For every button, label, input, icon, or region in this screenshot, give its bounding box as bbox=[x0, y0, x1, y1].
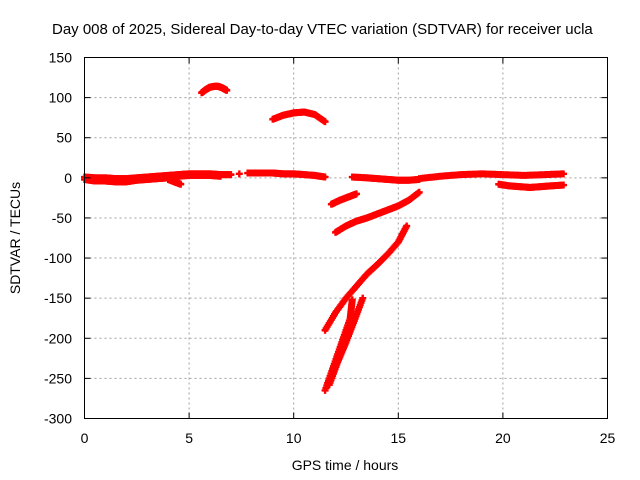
data-arc bbox=[332, 188, 423, 236]
y-axis-label: SDTVAR / TECUs bbox=[7, 182, 23, 294]
y-tick-label: -100 bbox=[44, 250, 72, 266]
data-arc bbox=[325, 294, 367, 389]
data-point bbox=[235, 170, 243, 178]
grid-lines bbox=[84, 57, 608, 419]
data-point bbox=[321, 118, 329, 126]
data-arc bbox=[198, 82, 231, 97]
y-tick-label: -50 bbox=[52, 210, 72, 226]
data-point bbox=[352, 190, 360, 198]
y-tick-label: 150 bbox=[49, 50, 73, 66]
data-point bbox=[177, 180, 185, 188]
y-tick-label: -200 bbox=[44, 330, 72, 346]
data-point bbox=[348, 296, 356, 304]
x-axis-label: GPS time / hours bbox=[292, 457, 399, 473]
y-tick-label: 50 bbox=[56, 130, 72, 146]
data-arc bbox=[164, 175, 185, 188]
data-point bbox=[359, 294, 367, 302]
data-point bbox=[403, 222, 411, 230]
y-tick-label: -300 bbox=[44, 411, 72, 427]
data-arc bbox=[269, 108, 329, 126]
data-point bbox=[560, 170, 568, 178]
x-tick-label: 0 bbox=[81, 430, 89, 446]
data-arc bbox=[327, 190, 360, 208]
data-point bbox=[227, 171, 235, 179]
data-arc bbox=[495, 180, 568, 191]
data-arc bbox=[244, 169, 329, 181]
x-tick-label: 15 bbox=[391, 430, 407, 446]
plot-frame bbox=[84, 57, 608, 419]
y-tick-label: -150 bbox=[44, 290, 72, 306]
tick-marks bbox=[84, 57, 608, 419]
data-arc bbox=[415, 170, 568, 183]
data-arc bbox=[348, 173, 423, 184]
chart-title: Day 008 of 2025, Sidereal Day-to-day VTE… bbox=[52, 21, 593, 38]
data-points bbox=[81, 82, 568, 394]
y-tick-label: 0 bbox=[64, 170, 72, 186]
x-tick-label: 5 bbox=[185, 430, 193, 446]
data-point bbox=[415, 188, 423, 196]
x-tick-label: 25 bbox=[600, 430, 616, 446]
x-tick-label: 20 bbox=[495, 430, 511, 446]
y-tick-label: 100 bbox=[49, 90, 73, 106]
data-point bbox=[321, 173, 329, 181]
data-arc bbox=[235, 170, 243, 178]
y-tick-labels: -300 -250 -200 -150 -100 -50 0 50 100 150 bbox=[44, 50, 72, 427]
x-tick-label: 10 bbox=[286, 430, 302, 446]
data-arc bbox=[321, 222, 411, 334]
data-point bbox=[223, 86, 231, 94]
data-point bbox=[560, 181, 568, 189]
y-tick-label: -250 bbox=[44, 370, 72, 386]
x-tick-labels: 0 5 10 15 20 25 bbox=[81, 430, 616, 446]
